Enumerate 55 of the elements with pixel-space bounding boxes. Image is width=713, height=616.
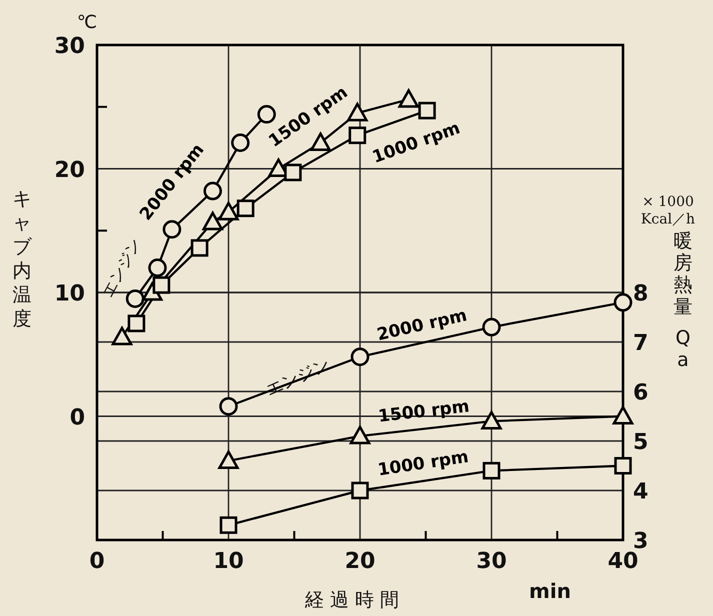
point bbox=[219, 397, 238, 416]
x-tick-label: 30 bbox=[476, 549, 507, 574]
y-tick-label: 10 bbox=[54, 282, 85, 306]
point bbox=[310, 132, 331, 152]
y2-tick-label: 5 bbox=[633, 430, 648, 455]
point bbox=[612, 406, 634, 424]
x-tick-label: 10 bbox=[213, 549, 244, 574]
y2-axis-title: 暖房熱量 Qa bbox=[674, 230, 692, 371]
y-axis-title: キャブ内温度 bbox=[12, 188, 32, 330]
point bbox=[614, 293, 632, 312]
y2-tick-label: 4 bbox=[633, 480, 648, 504]
point bbox=[347, 102, 368, 122]
text: min bbox=[529, 579, 571, 603]
y2-tick-label: 7 bbox=[633, 331, 648, 356]
point bbox=[218, 450, 239, 470]
annotation: エンジン bbox=[98, 234, 145, 300]
x-tick-label: 40 bbox=[608, 549, 638, 574]
x-tick-label: 20 bbox=[344, 549, 376, 574]
x-axis-title: 経過時間 bbox=[304, 589, 405, 611]
text: × 1000 Kcal／h bbox=[640, 194, 696, 228]
x-tick-label: 0 bbox=[89, 549, 105, 574]
point bbox=[190, 239, 208, 257]
point bbox=[126, 289, 144, 308]
text: 1500 rpm bbox=[377, 396, 470, 427]
point bbox=[220, 516, 238, 534]
text: 1000 rpm bbox=[376, 447, 470, 480]
point bbox=[418, 102, 436, 120]
point bbox=[112, 326, 132, 346]
point bbox=[398, 89, 419, 108]
point bbox=[284, 164, 302, 182]
point bbox=[614, 457, 632, 474]
y2-tick-label: 8 bbox=[633, 282, 648, 306]
text: ℃ bbox=[76, 12, 98, 33]
point bbox=[231, 134, 250, 152]
point bbox=[218, 202, 239, 220]
point bbox=[236, 200, 254, 218]
point bbox=[348, 126, 366, 144]
text: 1000 rpm bbox=[370, 118, 463, 168]
y-tick-label: 20 bbox=[54, 158, 85, 183]
point bbox=[152, 276, 170, 294]
point bbox=[128, 314, 146, 332]
point bbox=[350, 426, 370, 444]
point bbox=[481, 410, 502, 430]
point bbox=[162, 220, 182, 239]
point bbox=[202, 212, 223, 230]
y-tick-label: 30 bbox=[54, 34, 85, 59]
point bbox=[148, 258, 167, 277]
point bbox=[351, 482, 369, 500]
point bbox=[203, 182, 222, 200]
point bbox=[482, 318, 501, 336]
text: 2000 rpm bbox=[375, 306, 469, 346]
y2-tick-label: 6 bbox=[633, 380, 648, 406]
point bbox=[350, 348, 370, 366]
y-tick-label: 0 bbox=[70, 405, 85, 430]
point bbox=[482, 462, 500, 480]
